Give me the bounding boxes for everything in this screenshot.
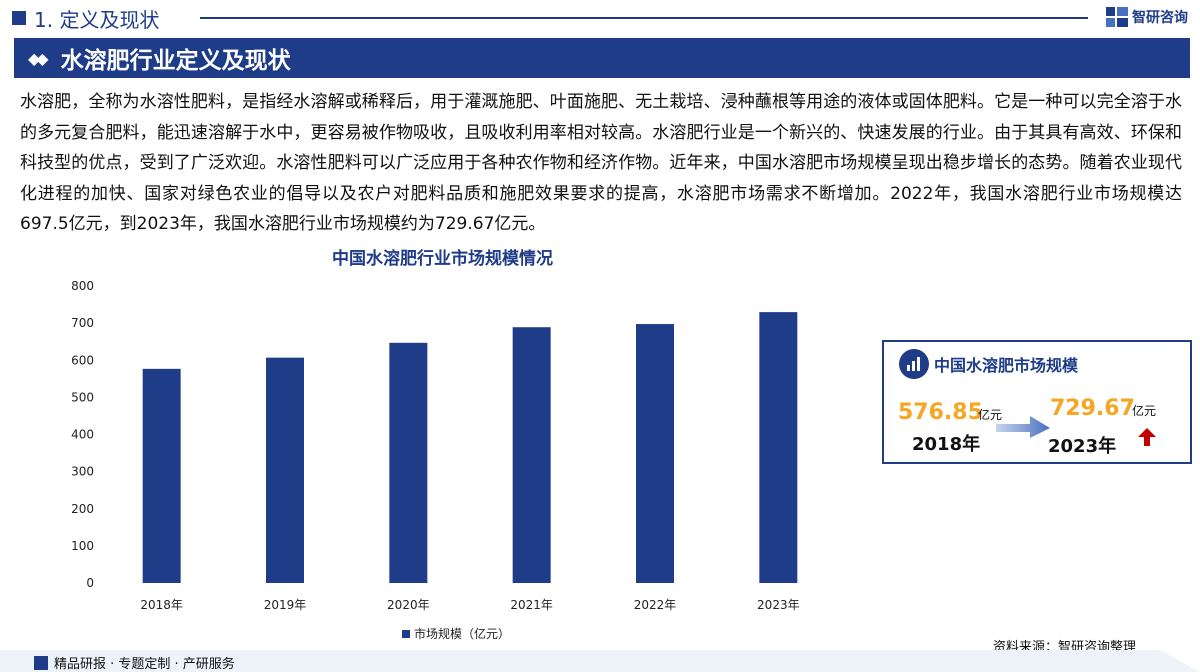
start-unit: 亿元 [978,408,1003,422]
start-year: 2018年 [912,434,981,455]
header-divider [200,17,1088,19]
bar [512,327,551,583]
section-header: 1. 定义及现状 [12,4,159,32]
title-banner: ◆◆ 水溶肥行业定义及现状 [14,38,1190,78]
intro-paragraph: 水溶肥，全称为水溶性肥料，是指经水溶解或稀释后，用于灌溉施肥、叶面施肥、无土栽培… [20,92,1182,234]
footer-square-icon [34,655,48,670]
x-tick-label: 2018年 [140,598,183,612]
diamond-icon: ◆◆ [28,48,49,68]
bar-chart: 0 100 200 300 400 500 600 700 800 2018年 2019年 2020… [71,279,800,641]
brand-mark-icon [1106,7,1128,27]
market-size-card: 中国水溶肥市场规模 576.85 亿元 2018年 729.67 亿元 2023… [882,340,1192,464]
chart-title: 中国水溶肥行业市场规模情况 [332,249,553,269]
x-tick-label: 2022年 [634,598,677,612]
bar [636,324,674,583]
legend-label: 市场规模（亿元） [414,626,510,641]
x-tick-label: 2021年 [510,598,553,612]
bar [389,342,428,583]
section-square-icon [12,11,26,25]
y-tick-label: 700 [71,316,94,330]
y-tick-label: 0 [86,576,94,590]
legend-swatch [402,630,410,638]
up-arrow-icon [1138,428,1156,446]
y-tick-label: 400 [71,428,94,442]
footer-text: 精品研报 · 专题定制 · 产研服务 [54,657,235,672]
bar [266,357,304,583]
y-tick-label: 500 [71,390,94,404]
x-tick-label: 2020年 [387,598,430,612]
end-year: 2023年 [1048,436,1117,457]
growth-arrow-icon [996,416,1050,438]
chart-badge-icon [899,349,929,379]
end-unit: 亿元 [1132,404,1157,418]
x-tick-label: 2023年 [757,598,800,612]
y-tick-label: 600 [71,353,94,367]
card-title: 中国水溶肥市场规模 [934,356,1079,375]
y-tick-label: 100 [71,539,94,553]
y-tick-label: 300 [71,465,94,479]
footer: 精品研报 · 专题定制 · 产研服务 [34,653,235,672]
bar [142,368,181,583]
y-tick-label: 200 [71,502,94,516]
x-tick-label: 2019年 [264,598,307,612]
end-value: 729.67 [1050,396,1135,421]
page-title: 水溶肥行业定义及现状 [60,48,291,74]
section-title: 1. 定义及现状 [34,7,160,32]
footer-band [0,650,1200,672]
brand-name: 智研咨询 [1132,10,1188,26]
y-tick-label: 800 [71,279,94,293]
brand-logo: 智研咨询 [1106,4,1188,30]
start-value: 576.85 [898,400,983,425]
bar [759,312,798,583]
